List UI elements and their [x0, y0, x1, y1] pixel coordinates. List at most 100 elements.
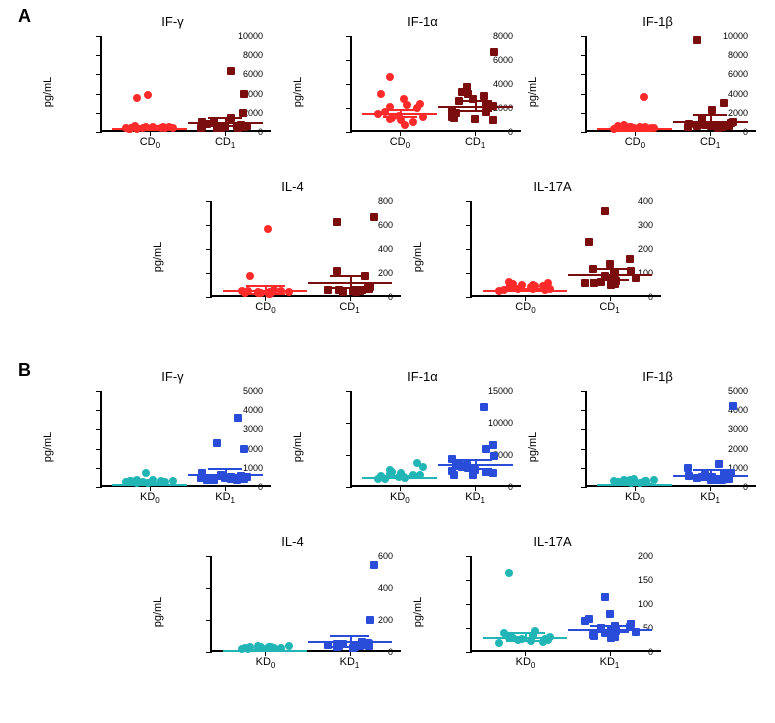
x-tick-label: KD0	[625, 485, 645, 505]
y-tick-label: 4000	[493, 79, 513, 89]
data-point	[246, 272, 254, 280]
x-tick-label-sub: 0	[405, 496, 409, 505]
y-tick-label: 10000	[238, 31, 263, 41]
y-tick	[466, 273, 472, 274]
y-tick-label: 400	[638, 196, 653, 206]
chart-title: IF-1β	[555, 14, 760, 29]
error-cap	[208, 125, 242, 127]
chart-title: IF-1α	[320, 14, 525, 29]
error-cap	[506, 640, 544, 642]
error-cap	[458, 468, 492, 470]
data-point	[240, 90, 248, 98]
x-tick-label: CD0	[390, 130, 410, 150]
data-point	[601, 593, 609, 601]
y-tick-label: 5000	[728, 386, 748, 396]
data-point	[197, 124, 205, 132]
x-tick-label-main: KD	[390, 491, 405, 503]
error-cap	[246, 285, 284, 287]
data-point	[626, 255, 634, 263]
y-tick	[206, 225, 212, 226]
y-tick-label: 8000	[243, 50, 263, 60]
error-cap	[133, 484, 167, 486]
y-axis-label: pg/mL	[527, 77, 539, 108]
y-tick-label: 200	[638, 551, 653, 561]
data-point	[601, 207, 609, 215]
error-cap	[458, 110, 492, 112]
y-tick-label: 600	[378, 220, 393, 230]
error-cap	[693, 114, 727, 116]
y-tick	[346, 391, 352, 392]
y-tick-label: 0	[258, 482, 263, 492]
x-tick-label-sub: 1	[481, 141, 485, 150]
x-tick-label: KD0	[140, 485, 160, 505]
x-tick-label-sub: 0	[271, 661, 275, 670]
y-axis-label: pg/mL	[292, 77, 304, 108]
scatter-chart: IF-1αpg/mL02000400060008000CD0CD1	[320, 32, 525, 152]
y-tick-label: 300	[638, 220, 653, 230]
x-tick-label-sub: 0	[271, 306, 275, 315]
scatter-chart: IL-4pg/mL0200400600KD0KD1	[180, 552, 405, 672]
y-tick	[581, 132, 587, 133]
x-tick-label-sub: 0	[156, 141, 160, 150]
x-tick-label-main: KD	[140, 491, 155, 503]
y-tick-label: 400	[378, 244, 393, 254]
plot-area: 0100200300400CD0CD1	[470, 201, 661, 297]
data-point	[333, 267, 341, 275]
x-tick-label: CD0	[140, 130, 160, 150]
y-tick	[466, 201, 472, 202]
error-cap	[458, 100, 492, 102]
data-point	[239, 109, 247, 117]
y-tick-label: 6000	[493, 55, 513, 65]
error-cap	[133, 125, 167, 127]
y-tick	[96, 55, 102, 56]
y-tick	[581, 487, 587, 488]
y-tick	[581, 36, 587, 37]
y-tick-label: 4000	[728, 89, 748, 99]
y-tick	[206, 273, 212, 274]
data-point	[234, 414, 242, 422]
x-tick-label-main: CD	[140, 136, 156, 148]
y-tick-label: 1000	[243, 463, 263, 473]
x-tick-label-sub: 1	[716, 141, 720, 150]
y-tick	[346, 455, 352, 456]
y-tick	[206, 652, 212, 653]
y-tick	[581, 74, 587, 75]
x-tick-label: KD1	[465, 485, 485, 505]
x-tick-label: CD1	[215, 130, 235, 150]
x-tick-label-sub: 0	[531, 306, 535, 315]
y-tick	[581, 55, 587, 56]
data-point	[264, 225, 272, 233]
error-cap	[246, 293, 284, 295]
x-tick-label: CD1	[599, 295, 619, 315]
y-tick-label: 0	[508, 127, 513, 137]
plot-area: 050100150200KD0KD1	[470, 556, 661, 652]
error-cap	[618, 125, 652, 127]
y-tick	[96, 113, 102, 114]
data-point	[495, 639, 503, 647]
x-tick-label-sub: 1	[615, 661, 619, 670]
data-point	[606, 610, 614, 618]
error-cap	[330, 275, 368, 277]
x-tick-label-sub: 0	[531, 661, 535, 670]
y-tick	[581, 429, 587, 430]
y-tick	[466, 580, 472, 581]
chart-title: IL-17A	[440, 179, 665, 194]
y-tick	[466, 604, 472, 605]
data-point	[729, 402, 737, 410]
data-point	[581, 279, 589, 287]
y-tick-label: 0	[648, 292, 653, 302]
x-tick-label-sub: 1	[355, 661, 359, 670]
error-cap	[590, 625, 628, 627]
y-tick	[466, 652, 472, 653]
data-point	[489, 441, 497, 449]
error-cap	[330, 635, 368, 637]
error-cap	[458, 459, 492, 461]
y-tick	[466, 249, 472, 250]
x-tick-label-sub: 0	[406, 141, 410, 150]
data-point	[471, 115, 479, 123]
plot-area: 02000400060008000CD0CD1	[350, 36, 521, 132]
data-point	[684, 123, 692, 131]
x-tick-label-sub: 0	[640, 496, 644, 505]
y-tick-label: 0	[388, 292, 393, 302]
data-point	[386, 73, 394, 81]
